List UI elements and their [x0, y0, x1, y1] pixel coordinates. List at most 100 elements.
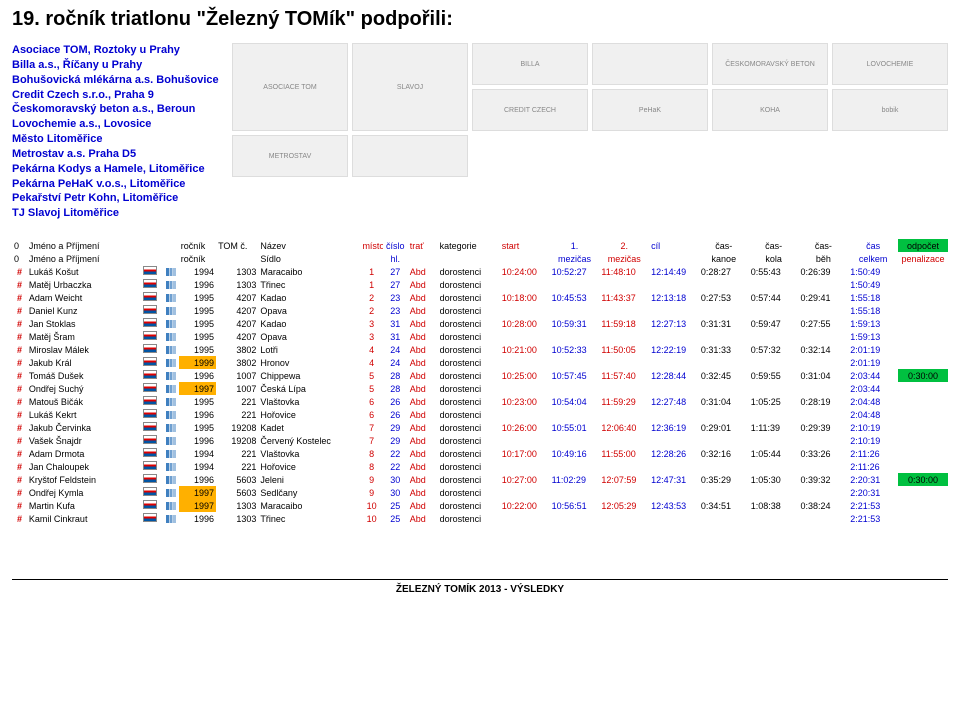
split-1 — [550, 460, 600, 473]
flag-icon — [143, 279, 157, 288]
beh-time — [798, 304, 848, 317]
table-row: #Lukáš Kekrt1996221Hořovice626Abddoroste… — [12, 408, 948, 421]
finish — [649, 434, 699, 447]
sponsor-logo: ČESKOMORAVSKÝ BETON — [712, 43, 828, 85]
total-time: 1:50:49 — [848, 278, 898, 291]
table-row: #Tomáš Dušek19961007Chippewa528Abddorost… — [12, 369, 948, 382]
athlete-name: Adam Weicht — [27, 291, 142, 304]
athlete-name: Ondřej Kymla — [27, 486, 142, 499]
kanoe-time: 0:28:27 — [699, 265, 749, 278]
logos-area: ASOCIACE TOMSLAVOJBILLAČESKOMORAVSKÝ BET… — [232, 43, 948, 221]
flag-cell — [141, 317, 163, 330]
kola-time — [749, 486, 799, 499]
split-1 — [550, 486, 600, 499]
athlete-name: Kamil Cinkraut — [27, 512, 142, 525]
category: dorostenci — [438, 278, 500, 291]
athlete-name: Matěj Šram — [27, 330, 142, 343]
place: 10 — [360, 499, 382, 512]
bib: 30 — [383, 473, 408, 486]
beh-time: 0:33:26 — [798, 447, 848, 460]
hdr: Sídlo — [258, 252, 360, 265]
flag-icon — [143, 422, 157, 431]
total-time: 2:11:26 — [848, 460, 898, 473]
finish: 12:47:31 — [649, 473, 699, 486]
start-time — [500, 330, 550, 343]
sponsor-logo: PeHaK — [592, 89, 708, 131]
kanoe-time: 0:27:53 — [699, 291, 749, 304]
trat: Abd — [408, 278, 438, 291]
kola-time: 1:05:25 — [749, 395, 799, 408]
club: Česká Lípa — [258, 382, 360, 395]
trat: Abd — [408, 486, 438, 499]
trat: Abd — [408, 408, 438, 421]
category: dorostenci — [438, 408, 500, 421]
finish: 12:28:26 — [649, 447, 699, 460]
kanoe-time — [699, 382, 749, 395]
trat: Abd — [408, 447, 438, 460]
trat: Abd — [408, 356, 438, 369]
flag-cell — [141, 512, 163, 525]
bars-icon — [166, 294, 176, 302]
flag-cell — [141, 486, 163, 499]
beh-time: 0:31:04 — [798, 369, 848, 382]
flag-cell — [141, 265, 163, 278]
start-time: 10:21:00 — [500, 343, 550, 356]
split-2: 11:57:40 — [599, 369, 649, 382]
penalty — [898, 486, 948, 499]
flag-cell — [141, 369, 163, 382]
hdr: čas- — [699, 239, 749, 252]
athlete-name: Jan Chaloupek — [27, 460, 142, 473]
tom-num: 4207 — [216, 291, 258, 304]
tom-num: 1007 — [216, 382, 258, 395]
trat: Abd — [408, 343, 438, 356]
category: dorostenci — [438, 356, 500, 369]
club: Opava — [258, 330, 360, 343]
athlete-name: Vašek Šnajdr — [27, 434, 142, 447]
sponsor-logo: SLAVOJ — [352, 43, 468, 131]
athlete-name: Daniel Kunz — [27, 304, 142, 317]
start-time: 10:26:00 — [500, 421, 550, 434]
hash-mark: # — [12, 369, 27, 382]
beh-time: 0:32:14 — [798, 343, 848, 356]
hash-mark: # — [12, 421, 27, 434]
cell — [360, 252, 382, 265]
sponsor-line: Město Litoměřice — [12, 132, 222, 147]
hdr: číslo — [383, 239, 408, 252]
kola-time — [749, 304, 799, 317]
kanoe-time — [699, 486, 749, 499]
start-time — [500, 512, 550, 525]
split-1: 10:56:51 — [550, 499, 600, 512]
bib: 28 — [383, 382, 408, 395]
split-1 — [550, 278, 600, 291]
flag-icon — [143, 383, 157, 392]
penalty: 0:30:00 — [898, 369, 948, 382]
footer-text: ŽELEZNÝ TOMÍK 2013 - VÝSLEDKY — [12, 579, 948, 595]
split-2 — [599, 382, 649, 395]
beh-time: 0:29:39 — [798, 421, 848, 434]
category: dorostenci — [438, 369, 500, 382]
athlete-name: Kryštof Feldstein — [27, 473, 142, 486]
kanoe-time — [699, 460, 749, 473]
tom-num: 5603 — [216, 486, 258, 499]
club: Chippewa — [258, 369, 360, 382]
hdr: 0 — [12, 252, 27, 265]
flag-icon — [143, 448, 157, 457]
athlete-name: Jakub Červinka — [27, 421, 142, 434]
category: dorostenci — [438, 434, 500, 447]
kola-time: 0:59:47 — [749, 317, 799, 330]
hdr: cíl — [649, 239, 699, 252]
trat: Abd — [408, 382, 438, 395]
sponsor-line: Pekárna Kodys a Hamele, Litoměřice — [12, 162, 222, 177]
penalty — [898, 408, 948, 421]
sponsor-logo: METROSTAV — [232, 135, 348, 177]
split-1: 10:52:33 — [550, 343, 600, 356]
finish — [649, 330, 699, 343]
bars-cell — [164, 512, 179, 525]
kola-time — [749, 330, 799, 343]
kola-time: 1:05:44 — [749, 447, 799, 460]
start-time — [500, 356, 550, 369]
hash-mark: # — [12, 343, 27, 356]
bars-cell — [164, 265, 179, 278]
kola-time: 1:08:38 — [749, 499, 799, 512]
hdr: Jméno a Příjmení — [27, 239, 179, 252]
